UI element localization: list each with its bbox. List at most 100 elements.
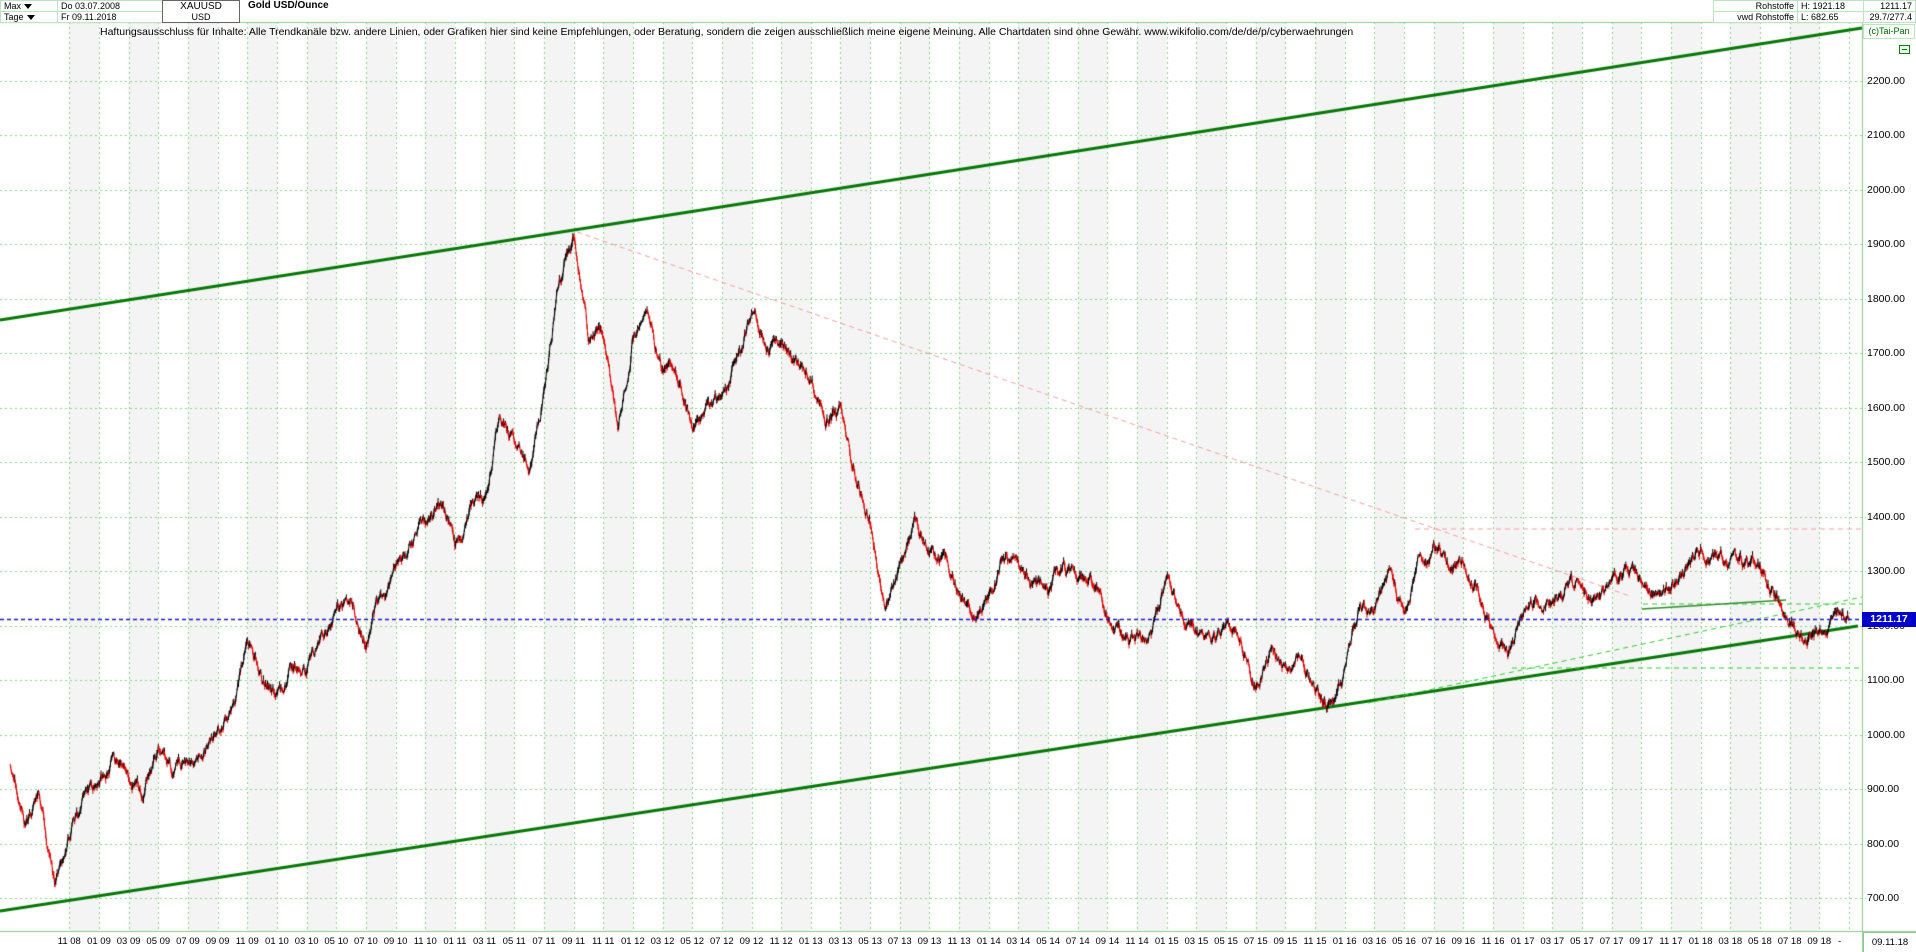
x-axis-label: 05 18 [1748, 936, 1772, 947]
change-cell: 29.7/277.4 [1863, 11, 1916, 23]
x-axis-label: 11 10 [413, 936, 437, 947]
x-axis-label: 03 16 [1362, 936, 1387, 947]
x-axis-label: 01 17 [1510, 936, 1535, 947]
x-axis-label: 03 11 [473, 936, 497, 947]
x-axis-label: 09 17 [1629, 936, 1654, 947]
low-value: L: 682.65 [1801, 12, 1839, 22]
x-axis-label: 01 11 [443, 936, 467, 947]
x-axis-label: 01 14 [976, 936, 1001, 947]
x-axis-label: 01 18 [1688, 936, 1713, 947]
x-axis-label: 05 14 [1036, 936, 1060, 947]
x-axis-label: 05 17 [1570, 936, 1594, 947]
x-axis-label: 07 17 [1599, 936, 1624, 947]
restore-chart-button[interactable] [1899, 45, 1910, 54]
x-axis-end-dash: - [1838, 936, 1842, 947]
x-axis-label: 03 10 [294, 936, 319, 947]
y-axis-label: 2200.00 [1867, 74, 1905, 87]
low-cell: L: 682.65 [1797, 11, 1864, 23]
x-axis-label: 03 09 [116, 936, 141, 947]
y-axis-label: 2100.00 [1867, 129, 1905, 141]
x-axis-label: 05 15 [1214, 936, 1238, 947]
x-axis-label: 07 13 [887, 936, 912, 947]
x-axis-label: 01 13 [798, 936, 823, 947]
x-axis-label: 03 18 [1718, 936, 1743, 947]
x-axis-label: 11 13 [947, 936, 971, 947]
change-value: 29.7/277.4 [1869, 12, 1912, 22]
x-axis-label: 05 10 [324, 936, 349, 947]
x-axis-label: 09 15 [1273, 936, 1298, 947]
x-axis-label: 07 15 [1243, 936, 1268, 947]
instrument-name: Gold USD/Ounce [248, 0, 329, 11]
x-axis-label: 09 09 [205, 936, 230, 947]
x-axis-label: 05 13 [858, 936, 883, 947]
x-axis-label: 11 15 [1303, 936, 1327, 947]
x-axis-label: 09 11 [561, 936, 586, 947]
range-dropdown-label: Max [4, 1, 22, 11]
x-axis-label: 03 12 [650, 936, 675, 947]
x-axis-label: 01 12 [620, 936, 645, 947]
x-axis-label: 01 16 [1332, 936, 1357, 947]
y-axis-label: 1800.00 [1867, 292, 1905, 305]
y-axis-label: 1900.00 [1867, 238, 1905, 250]
x-axis-label: 09 18 [1807, 936, 1832, 947]
symbol-cell[interactable]: XAUUSD USD [162, 0, 240, 23]
y-axis-label: 1300.00 [1867, 565, 1905, 577]
y-axis-label: 1500.00 [1867, 456, 1905, 468]
y-axis-label: 1100.00 [1867, 674, 1905, 686]
x-axis-label: 01 15 [1154, 936, 1179, 947]
x-axis-label: 07 09 [176, 936, 200, 947]
x-axis-label: 11 08 [57, 936, 81, 947]
x-axis-label: 05 16 [1392, 936, 1416, 947]
y-axis-label: 1400.00 [1867, 510, 1905, 523]
y-axis-label: 700.00 [1867, 892, 1900, 904]
x-axis-label: 05 12 [680, 936, 705, 947]
symbol-currency: USD [191, 11, 211, 22]
x-axis-label: 03 15 [1184, 936, 1209, 947]
provider-label: vwd Rohstoffe [1737, 12, 1794, 22]
x-axis-label: 11 11 [592, 936, 615, 947]
x-axis-label: 07 18 [1777, 936, 1802, 947]
last-price-value: 1211.17 [1880, 1, 1912, 11]
period-dropdown[interactable]: Tage [0, 11, 58, 23]
x-axis-end-date: 09.11.18 [1863, 932, 1916, 952]
x-axis-label: 01 10 [265, 936, 289, 947]
high-value: H: 1921.18 [1801, 1, 1846, 11]
y-axis-label: 1600.00 [1867, 401, 1905, 414]
chevron-down-icon [26, 14, 35, 20]
x-axis-label: 07 12 [709, 936, 734, 947]
start-date-value: Do 03.07.2008 [61, 1, 121, 11]
x-axis-label: 09 10 [383, 936, 408, 947]
x-axis-label: 11 12 [769, 936, 793, 947]
y-axis-label: 900.00 [1867, 783, 1900, 795]
x-axis-label: 09 13 [917, 936, 942, 947]
y-axis-label: 1700.00 [1867, 347, 1905, 359]
x-axis-label: 07 16 [1421, 936, 1446, 947]
x-axis-label: 03 17 [1540, 936, 1565, 947]
end-date-field[interactable]: Fr 09.11.2018 [57, 11, 163, 23]
x-axis-label: 11 16 [1481, 936, 1505, 947]
x-axis-label: 03 13 [828, 936, 853, 947]
symbol-code: XAUUSD [180, 0, 222, 12]
chevron-down-icon [24, 3, 33, 9]
x-axis-label: 07 14 [1065, 936, 1090, 947]
y-axis-label: 2000.00 [1867, 183, 1905, 196]
x-axis-label: 05 09 [146, 936, 171, 947]
x-axis-label: 03 14 [1006, 936, 1031, 947]
x-axis-label: 09 14 [1095, 936, 1120, 947]
x-axis-label: 09 12 [739, 936, 764, 947]
x-axis-label: 11 09 [235, 936, 259, 947]
x-axis-label: 11 14 [1125, 936, 1149, 947]
provider-cell: vwd Rohstoffe [1713, 11, 1798, 23]
end-date-value: Fr 09.11.2018 [61, 12, 117, 22]
category-label: Rohstoffe [1755, 1, 1794, 11]
x-axis-label: 11 17 [1659, 936, 1683, 947]
x-axis-label: 09 16 [1451, 936, 1476, 947]
period-dropdown-label: Tage [4, 12, 24, 22]
end-date-label: 09.11.18 [1871, 937, 1909, 948]
disclaimer-text: Haftungsausschluss für Inhalte: Alle Tre… [100, 26, 1354, 38]
x-axis-label: 07 10 [354, 936, 378, 947]
copyright-label: (c)Tai-Pan [1863, 24, 1915, 39]
y-axis-label: 1000.00 [1867, 728, 1905, 741]
